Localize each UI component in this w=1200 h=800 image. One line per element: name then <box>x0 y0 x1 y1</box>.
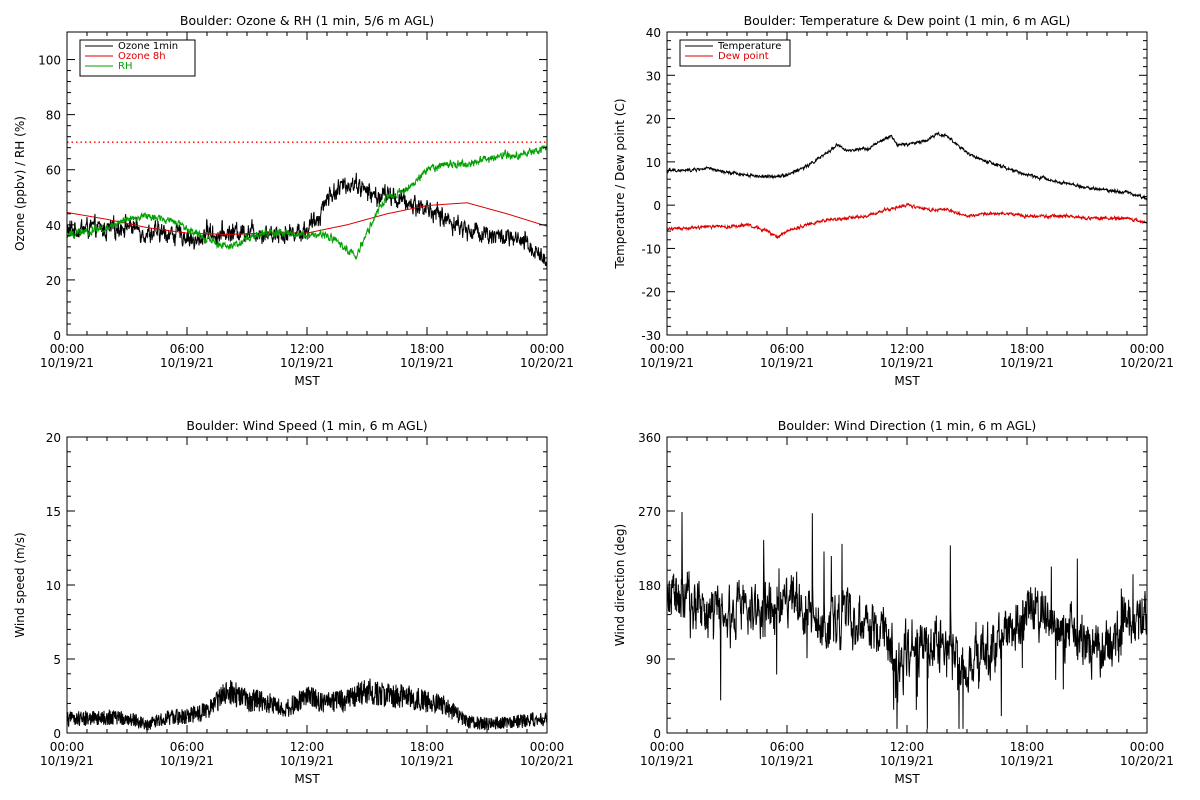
chart-panel-2: Boulder: Temperature & Dew point (1 min,… <box>613 13 1174 388</box>
x-tick-date: 10/19/21 <box>760 754 814 768</box>
x-tick-time: 18:00 <box>1010 342 1045 356</box>
x-tick-date: 10/19/21 <box>1000 356 1054 370</box>
x-tick-time: 00:00 <box>1130 740 1165 754</box>
x-tick-date: 10/20/21 <box>520 356 574 370</box>
x-tick-time: 00:00 <box>530 342 565 356</box>
x-tick-time: 18:00 <box>410 740 445 754</box>
x-axis-label: MST <box>894 772 920 786</box>
legend-label: Dew point <box>718 51 769 62</box>
chart-panel-4: Boulder: Wind Direction (1 min, 6 m AGL)… <box>613 418 1174 786</box>
x-tick-time: 00:00 <box>650 342 685 356</box>
series-line-1 <box>67 172 547 270</box>
x-tick-time: 12:00 <box>290 342 325 356</box>
x-tick-time: 00:00 <box>1130 342 1165 356</box>
x-tick-time: 18:00 <box>410 342 445 356</box>
x-tick-date: 10/19/21 <box>40 754 94 768</box>
legend-label: Ozone 1min <box>118 41 178 52</box>
x-tick-date: 10/19/21 <box>160 754 214 768</box>
x-axis-label: MST <box>294 374 320 388</box>
y-tick-label: 0 <box>53 727 61 741</box>
x-axis-label: MST <box>894 374 920 388</box>
x-tick-date: 10/19/21 <box>640 356 694 370</box>
series-line-3 <box>67 144 547 261</box>
y-tick-label: 80 <box>46 109 61 123</box>
chart-title: Boulder: Wind Speed (1 min, 6 m AGL) <box>186 418 427 433</box>
y-tick-label: 0 <box>653 727 661 741</box>
y-axis-label: Temperature / Dew point (C) <box>613 98 627 269</box>
y-tick-label: 10 <box>646 156 661 170</box>
legend-label: RH <box>118 61 132 72</box>
series-line-2 <box>67 202 547 235</box>
y-tick-label: -30 <box>641 329 661 343</box>
y-tick-label: 360 <box>638 431 661 445</box>
x-tick-date: 10/19/21 <box>880 356 934 370</box>
series-line-1 <box>667 511 1147 729</box>
x-tick-date: 10/20/21 <box>1120 356 1174 370</box>
x-tick-date: 10/19/21 <box>280 356 334 370</box>
x-tick-date: 10/19/21 <box>760 356 814 370</box>
y-axis-label: Wind direction (deg) <box>613 524 627 646</box>
y-tick-label: 20 <box>46 431 61 445</box>
x-tick-date: 10/19/21 <box>400 356 454 370</box>
y-tick-label: 10 <box>46 579 61 593</box>
legend-label: Ozone 8h <box>118 51 166 62</box>
x-tick-date: 10/19/21 <box>640 754 694 768</box>
y-tick-label: 0 <box>653 199 661 213</box>
chart-title: Boulder: Temperature & Dew point (1 min,… <box>744 13 1071 28</box>
x-tick-time: 12:00 <box>890 740 925 754</box>
y-axis-label: Ozone (ppbv) / RH (%) <box>13 116 27 251</box>
y-tick-label: 20 <box>646 113 661 127</box>
y-tick-label: 40 <box>46 219 61 233</box>
plot-frame <box>666 31 1148 336</box>
legend-box <box>679 39 791 67</box>
y-tick-label: 15 <box>46 505 61 519</box>
y-tick-label: 30 <box>646 69 661 83</box>
chart-title: Boulder: Wind Direction (1 min, 6 m AGL) <box>778 418 1036 433</box>
x-tick-time: 06:00 <box>170 342 205 356</box>
x-tick-date: 10/19/21 <box>400 754 454 768</box>
x-tick-time: 06:00 <box>170 740 205 754</box>
x-tick-time: 06:00 <box>770 740 805 754</box>
x-tick-time: 12:00 <box>890 342 925 356</box>
series-line-1 <box>67 678 547 731</box>
x-tick-date: 10/20/21 <box>520 754 574 768</box>
x-tick-time: 12:00 <box>290 740 325 754</box>
y-axis-label: Wind speed (m/s) <box>13 532 27 637</box>
x-tick-date: 10/19/21 <box>1000 754 1054 768</box>
x-tick-date: 10/19/21 <box>160 356 214 370</box>
y-tick-label: 20 <box>46 274 61 288</box>
y-tick-label: 60 <box>46 164 61 178</box>
x-tick-time: 00:00 <box>650 740 685 754</box>
y-tick-label: 90 <box>646 653 661 667</box>
x-tick-date: 10/19/21 <box>280 754 334 768</box>
x-axis-label: MST <box>294 772 320 786</box>
chart-title: Boulder: Ozone & RH (1 min, 5/6 m AGL) <box>180 13 434 28</box>
y-tick-label: 100 <box>38 54 61 68</box>
y-tick-label: -20 <box>641 286 661 300</box>
x-tick-date: 10/19/21 <box>880 754 934 768</box>
x-tick-time: 06:00 <box>770 342 805 356</box>
x-tick-time: 00:00 <box>50 740 85 754</box>
y-tick-label: 5 <box>53 653 61 667</box>
x-tick-date: 10/19/21 <box>40 356 94 370</box>
y-tick-label: -10 <box>641 242 661 256</box>
x-tick-time: 00:00 <box>530 740 565 754</box>
x-tick-time: 00:00 <box>50 342 85 356</box>
y-tick-label: 270 <box>638 505 661 519</box>
y-tick-label: 180 <box>638 579 661 593</box>
series-line-2 <box>667 202 1147 239</box>
x-tick-time: 18:00 <box>1010 740 1045 754</box>
chart-panel-3: Boulder: Wind Speed (1 min, 6 m AGL) 0 5 10… <box>13 418 574 786</box>
series-line-1 <box>667 131 1147 201</box>
x-tick-date: 10/20/21 <box>1120 754 1174 768</box>
y-tick-label: 40 <box>646 26 661 40</box>
chart-panel-1: Boulder: Ozone & RH (1 min, 5/6 m AGL) 0 2… <box>13 13 574 388</box>
y-tick-label: 0 <box>53 329 61 343</box>
legend-label: Temperature <box>717 41 781 52</box>
plot-frame <box>66 31 548 336</box>
